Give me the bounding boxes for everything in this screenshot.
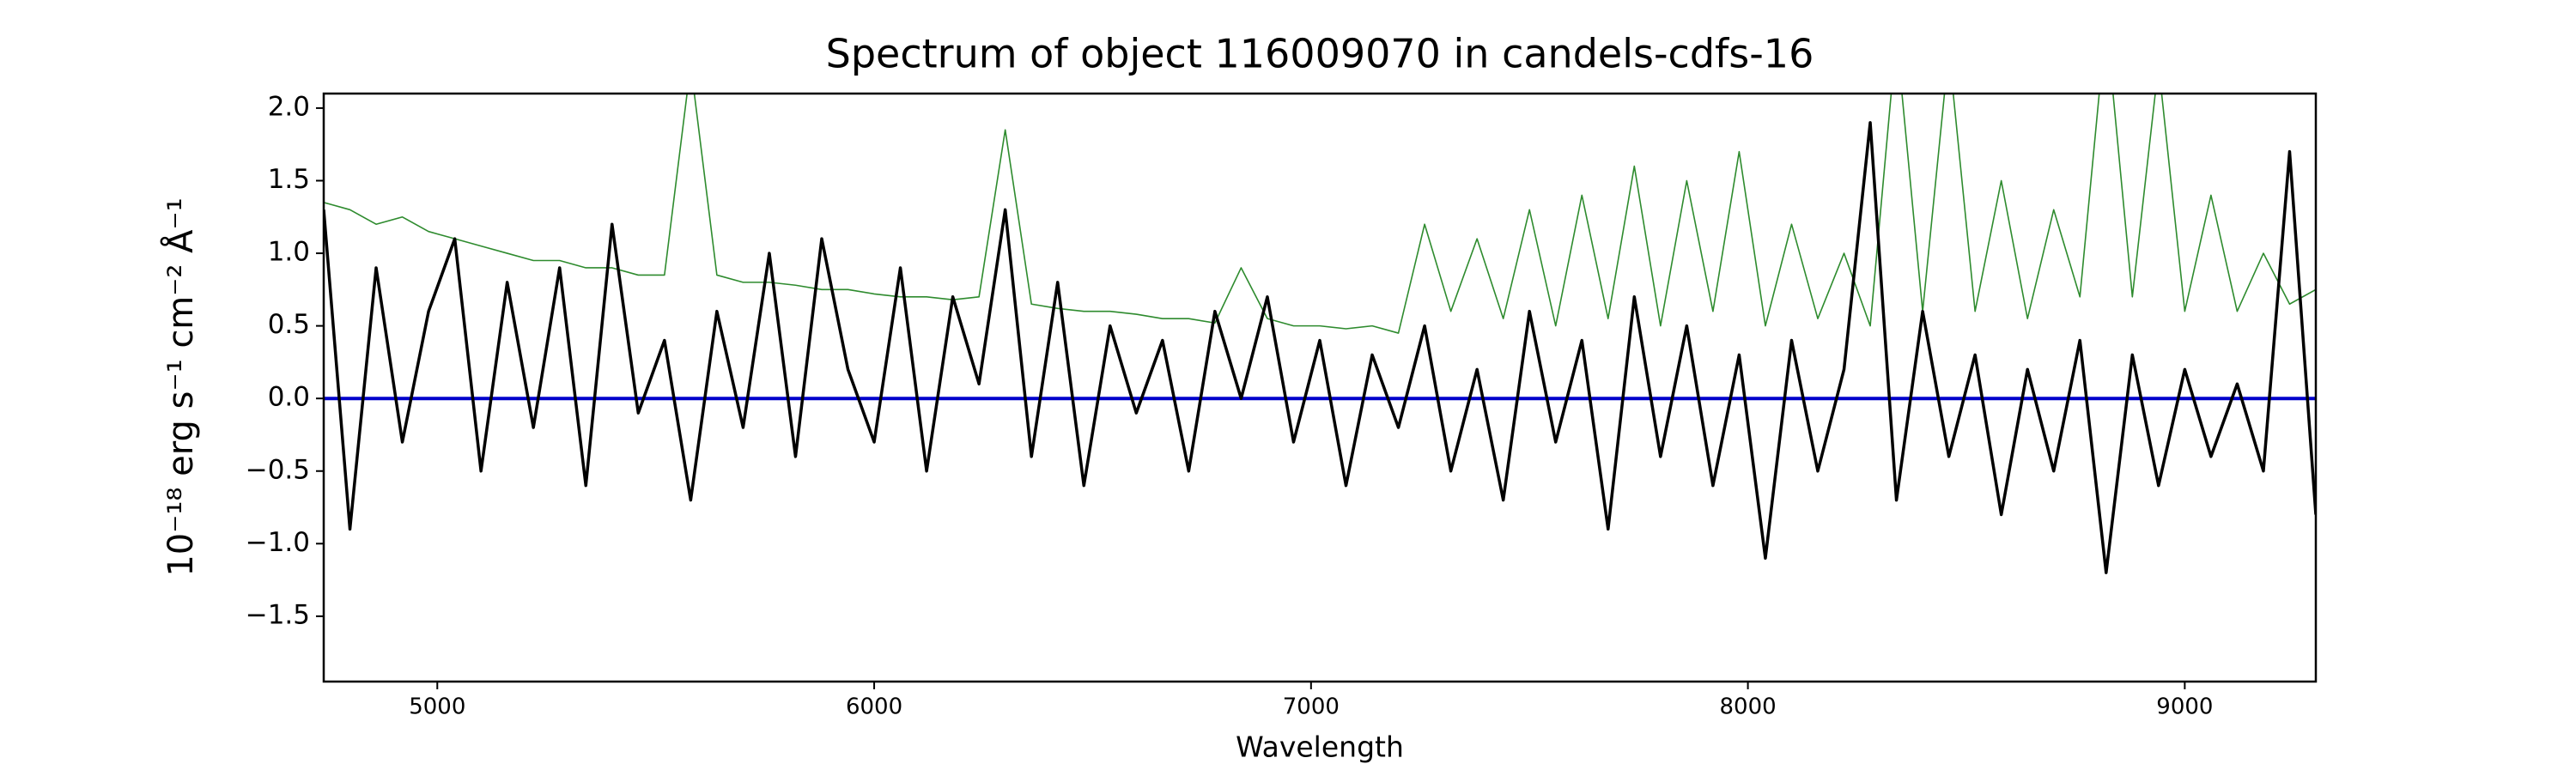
y-tick-label: 0.0 (268, 382, 310, 413)
y-axis-label: 10⁻¹⁸ erg s⁻¹ cm⁻² Å⁻¹ (160, 197, 201, 576)
y-tick-label: −1.0 (246, 527, 310, 558)
x-tick-label: 5000 (409, 694, 465, 720)
y-tick-label: 1.5 (268, 164, 310, 195)
series-line (324, 121, 2316, 574)
y-tick-label: 0.5 (268, 309, 310, 340)
x-tick-label: 7000 (1283, 694, 1340, 720)
chart-title: Spectrum of object 116009070 in candels-… (826, 31, 1814, 77)
series-line (324, 94, 2316, 334)
plot-area (324, 94, 2316, 574)
x-tick-label: 8000 (1720, 694, 1777, 720)
y-tick-label: 2.0 (268, 91, 310, 122)
x-tick-label: 6000 (846, 694, 902, 720)
y-tick-label: 1.0 (268, 237, 310, 268)
y-tick-label: −1.5 (246, 599, 310, 630)
y-tick-label: −0.5 (246, 454, 310, 485)
axes-frame (322, 92, 2318, 683)
x-axis-label: Wavelength (1236, 731, 1404, 764)
x-tick-label: 9000 (2156, 694, 2213, 720)
